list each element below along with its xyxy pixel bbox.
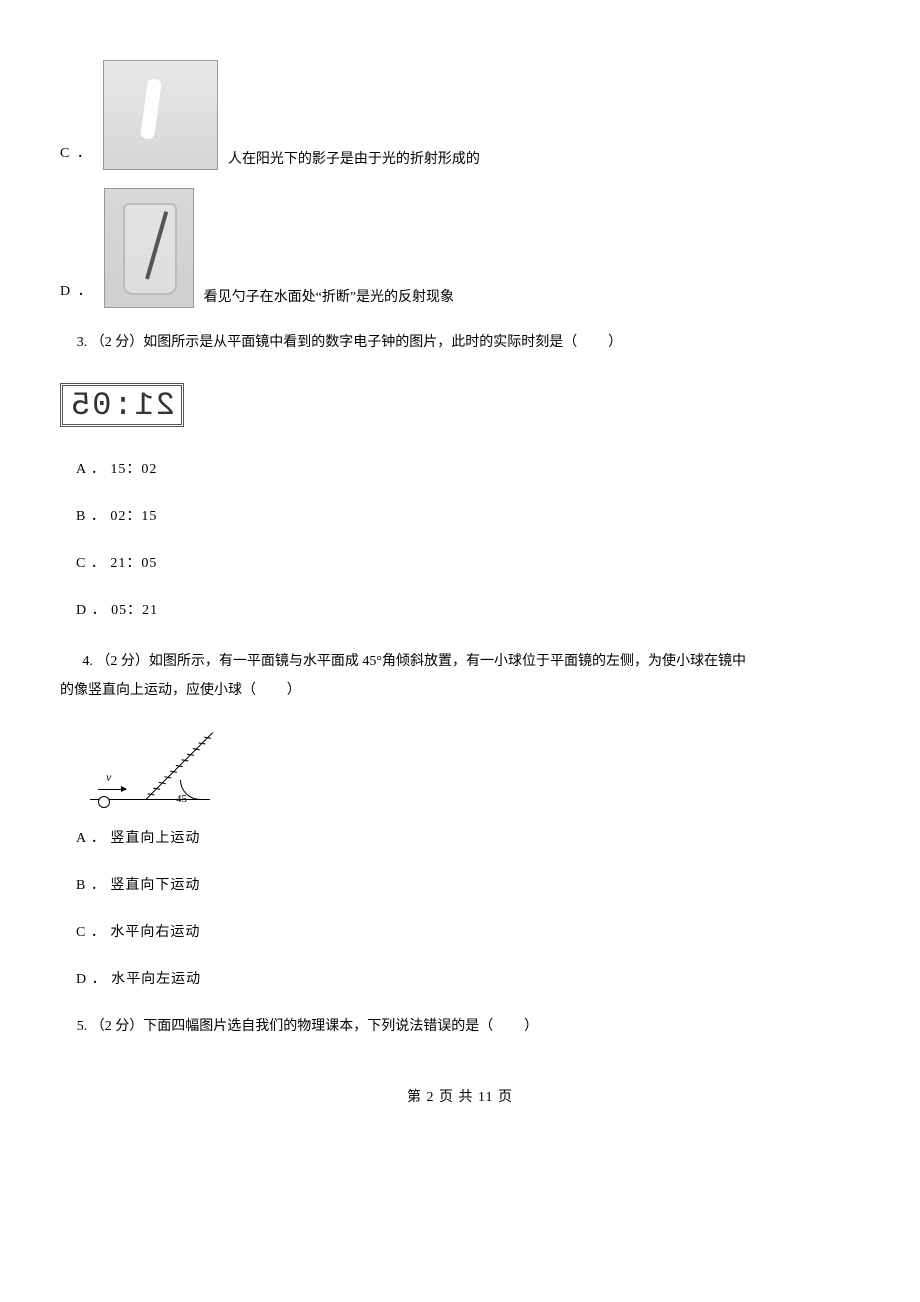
q3-option-b: B ． 02：15	[76, 506, 860, 527]
option-c-row: C ． 人在阳光下的影子是由于光的折射形成的	[60, 60, 860, 170]
q4-line2-wrap: 的像竖直向上运动，应使小球（ ）	[60, 676, 860, 705]
q4-stem: 4. （2 分）如图所示，有一平面镜与水平面成 45°角倾斜放置，有一小球位于平…	[60, 647, 860, 706]
diagram-arrow	[98, 789, 126, 790]
q4-option-b: B ． 竖直向下运动	[76, 875, 860, 896]
option-c-image	[103, 60, 218, 170]
q3-option-a: A ． 15：02	[76, 459, 860, 480]
q5-stem: 5. （2 分）下面四幅图片选自我们的物理课本，下列说法错误的是（ ）	[60, 1016, 860, 1037]
q3-option-c: C ． 21：05	[76, 553, 860, 574]
option-d-row: D ． 看见勺子在水面处“折断”是光的反射现象	[60, 188, 860, 308]
page-footer: 第 2 页 共 11 页	[60, 1087, 860, 1108]
q5-stem-close: ）	[524, 1019, 538, 1034]
q4-line1: 4. （2 分）如图所示，有一平面镜与水平面成 45°角倾斜放置，有一小球位于平…	[60, 647, 860, 676]
diagram-angle-label: 45	[176, 791, 187, 808]
option-d-image	[104, 188, 194, 308]
option-d-text: 看见勺子在水面处“折断”是光的反射现象	[204, 287, 454, 308]
q3-stem: 3. （2 分）如图所示是从平面镜中看到的数字电子钟的图片，此时的实际时刻是（ ）	[60, 332, 860, 353]
option-d-label: D ．	[60, 281, 94, 308]
q4-diagram: v 45	[90, 720, 240, 810]
clock-image: 21:05	[60, 383, 184, 427]
q4-line2-close: ）	[287, 683, 301, 698]
exam-page: C ． 人在阳光下的影子是由于光的折射形成的 D ． 看见勺子在水面处“折断”是…	[0, 0, 920, 1138]
clock-digits: 21:05	[69, 390, 175, 422]
option-c-text: 人在阳光下的影子是由于光的折射形成的	[228, 149, 480, 170]
option-c-label: C ．	[60, 143, 93, 170]
q4-line2: 的像竖直向上运动，应使小球（	[60, 683, 256, 698]
q3-stem-text: 3. （2 分）如图所示是从平面镜中看到的数字电子钟的图片，此时的实际时刻是（	[77, 335, 578, 350]
q3-option-d: D ． 05：21	[76, 600, 860, 621]
q4-option-d: D ． 水平向左运动	[76, 969, 860, 990]
q4-option-c: C ． 水平向右运动	[76, 922, 860, 943]
diagram-v-label: v	[106, 768, 111, 786]
q4-option-a: A ． 竖直向上运动	[76, 828, 860, 849]
q3-stem-close: ）	[608, 335, 622, 350]
diagram-ball	[98, 796, 110, 808]
q5-stem-text: 5. （2 分）下面四幅图片选自我们的物理课本，下列说法错误的是（	[77, 1019, 494, 1034]
